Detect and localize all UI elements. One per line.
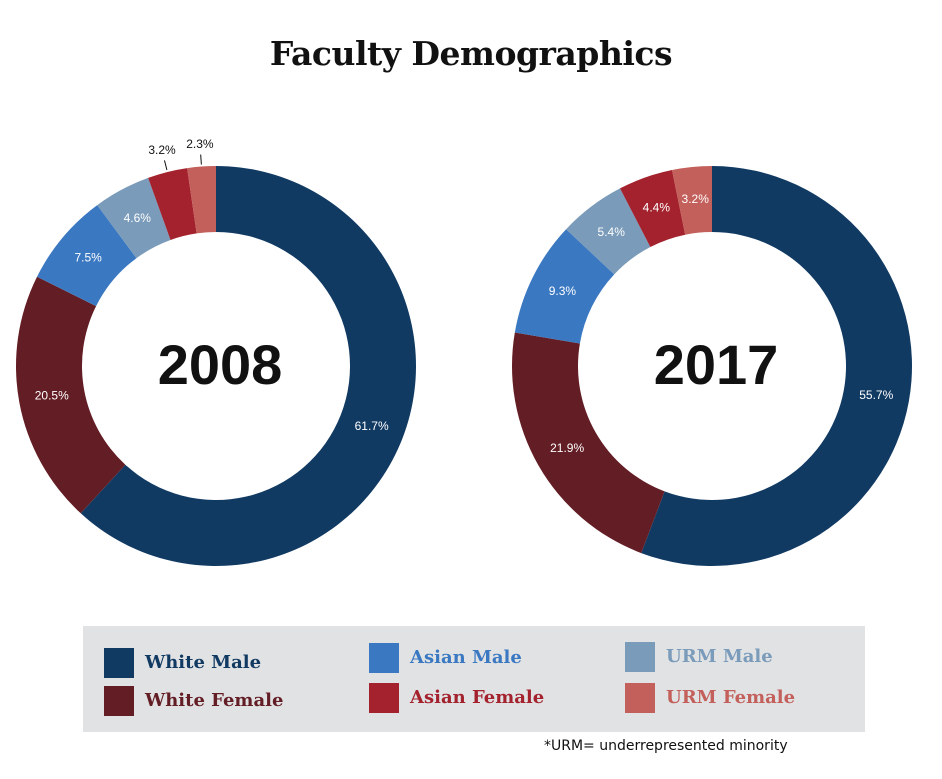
legend-swatch bbox=[625, 683, 655, 713]
center-label-2017: 2017 bbox=[654, 333, 779, 396]
slice-label-2008-white-male: 61.7% bbox=[355, 419, 389, 433]
slice-2008-white-male bbox=[80, 166, 417, 566]
legend-swatch bbox=[625, 642, 655, 672]
slice-label-2008-urm-male: 4.6% bbox=[124, 211, 152, 225]
slice-label-2008-asian-female: 3.2% bbox=[148, 143, 176, 157]
legend-swatch bbox=[104, 648, 134, 678]
legend-swatch bbox=[104, 686, 134, 716]
slice-label-2008-urm-female: 2.3% bbox=[186, 137, 214, 151]
legend-label: Asian Female bbox=[410, 687, 545, 708]
slice-2017-asian-female bbox=[619, 170, 686, 248]
footnote: *URM= underrepresented minority bbox=[544, 738, 788, 754]
slice-2008-urm-male bbox=[97, 177, 171, 259]
slice-label-2017-asian-female: 4.4% bbox=[643, 201, 671, 215]
legend-label: White Male bbox=[145, 652, 262, 673]
slice-2017-urm-male bbox=[566, 188, 651, 275]
legend-label: URM Male bbox=[666, 646, 773, 667]
slice-2008-urm-female bbox=[187, 166, 216, 234]
slice-2008-white-female bbox=[15, 276, 126, 514]
legend-swatch bbox=[369, 643, 399, 673]
leader-line-2008-urm-female bbox=[200, 154, 202, 165]
chart-title: Faculty Demographics bbox=[269, 34, 673, 73]
slice-label-2008-white-female: 20.5% bbox=[35, 388, 69, 402]
slice-2017-urm-female bbox=[672, 166, 712, 235]
slice-label-2017-urm-male: 5.4% bbox=[598, 225, 626, 239]
legend-swatch bbox=[369, 683, 399, 713]
slice-label-2008-asian-male: 7.5% bbox=[74, 251, 102, 265]
slice-2008-asian-female bbox=[148, 168, 197, 240]
slice-2017-white-female bbox=[512, 332, 665, 554]
slice-label-2017-white-female: 21.9% bbox=[550, 441, 584, 455]
center-label-2008: 2008 bbox=[158, 333, 283, 396]
slice-2008-asian-male bbox=[37, 205, 137, 307]
legend-label: White Female bbox=[145, 690, 284, 711]
legend: White Male White Female Asian Male Asian Fe… bbox=[83, 626, 865, 732]
slice-2017-white-male bbox=[641, 166, 912, 566]
legend-label: Asian Male bbox=[410, 647, 522, 668]
slice-label-2017-urm-female: 3.2% bbox=[682, 192, 710, 206]
slice-label-2017-asian-male: 9.3% bbox=[549, 284, 577, 298]
leader-line-2008-asian-female bbox=[163, 160, 168, 171]
slice-2017-asian-male bbox=[514, 229, 615, 344]
legend-label: URM Female bbox=[666, 687, 796, 708]
slice-label-2017-white-male: 55.7% bbox=[859, 388, 893, 402]
